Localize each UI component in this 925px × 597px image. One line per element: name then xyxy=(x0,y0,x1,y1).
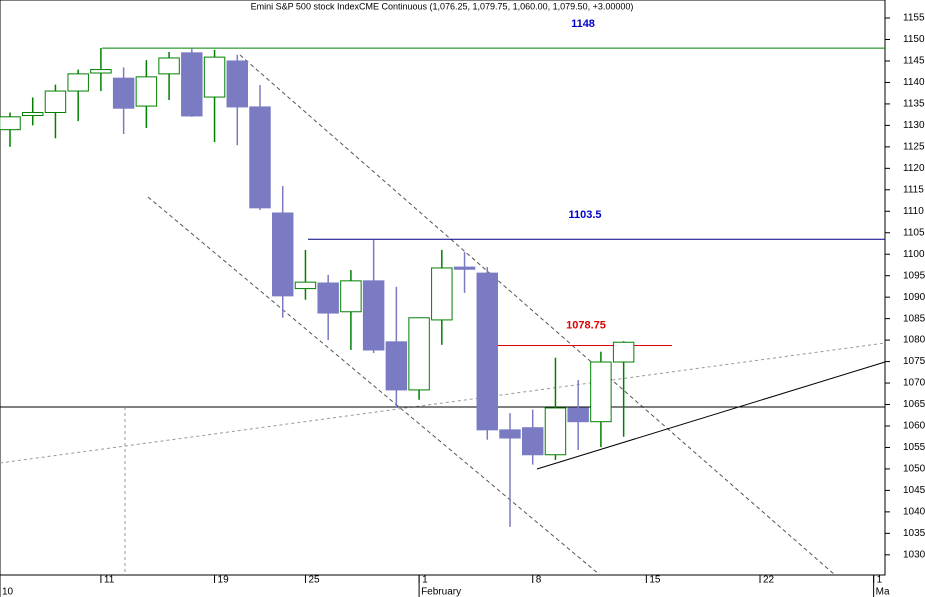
y-tick-label: 1130 xyxy=(903,120,925,131)
candle-body xyxy=(112,77,135,109)
level-label: 1078.75 xyxy=(566,319,606,331)
x-tick-label: 11 xyxy=(104,575,115,586)
candle-body xyxy=(226,60,249,108)
candle-body xyxy=(453,266,476,270)
candle-body xyxy=(22,112,44,117)
trendline xyxy=(536,361,886,470)
x-tick-label: February xyxy=(421,587,461,597)
candle-body xyxy=(135,76,158,107)
y-tick-label: 1075 xyxy=(903,356,925,367)
y-tick-label: 1095 xyxy=(903,270,925,281)
x-tick-label: 19 xyxy=(218,575,230,586)
y-tick-label: 1125 xyxy=(903,142,925,153)
candle-body xyxy=(522,427,544,456)
y-tick-label: 1105 xyxy=(903,227,925,238)
candle-body xyxy=(203,56,226,98)
y-tick-label: 1035 xyxy=(903,528,925,539)
y-tick-label: 1070 xyxy=(903,378,925,389)
y-tick-label: 1045 xyxy=(903,485,925,496)
x-tick-label: 8 xyxy=(536,575,542,586)
candle-body xyxy=(590,361,612,423)
x-tick-label: Ma xyxy=(876,587,890,597)
trendline xyxy=(239,54,836,576)
y-tick-label: 1040 xyxy=(903,507,925,518)
x-tick-label: 15 xyxy=(649,575,661,586)
candle-body xyxy=(317,282,339,314)
candle-body xyxy=(249,106,271,209)
y-tick-label: 1145 xyxy=(903,56,925,67)
candle-body xyxy=(499,429,521,439)
candle-body xyxy=(90,69,112,74)
y-tick-label: 1030 xyxy=(903,549,925,560)
candle-body xyxy=(294,281,317,290)
candle-body xyxy=(476,272,498,431)
y-tick-label: 1155 xyxy=(903,13,925,24)
candle-body xyxy=(272,212,294,297)
chart-title: Emini S&P 500 stock IndexCME Continuous … xyxy=(251,1,634,11)
y-tick-label: 1150 xyxy=(903,34,925,45)
y-tick-label: 1080 xyxy=(903,335,925,346)
y-tick-label: 1120 xyxy=(903,163,925,174)
x-tick-label: 1 xyxy=(877,575,883,586)
trendline xyxy=(0,342,886,464)
candle-body xyxy=(431,267,453,321)
candle-body xyxy=(544,407,567,456)
y-tick-label: 1110 xyxy=(903,206,924,217)
candle-body xyxy=(340,280,362,313)
y-tick-label: 1055 xyxy=(903,442,925,453)
trendlines xyxy=(0,54,886,576)
y-tick-label: 1100 xyxy=(903,249,925,260)
x-tick-label: 1 xyxy=(422,575,428,586)
y-tick-label: 1140 xyxy=(903,77,925,88)
x-tick-label: 25 xyxy=(308,575,320,586)
candle-body xyxy=(385,341,408,391)
level-label: 1103.5 xyxy=(568,209,601,221)
level-label: 1148 xyxy=(571,18,595,30)
candle-body xyxy=(612,341,635,363)
x-tick-label: 22 xyxy=(763,575,775,586)
candle-body xyxy=(567,407,589,423)
candle-body xyxy=(408,317,430,391)
trendline xyxy=(147,196,601,576)
candle-body xyxy=(158,57,180,75)
candle-body xyxy=(0,116,21,131)
y-tick-label: 1115 xyxy=(903,184,924,195)
y-tick-label: 1050 xyxy=(903,464,925,475)
candle-body xyxy=(44,90,67,114)
y-tick-label: 1135 xyxy=(903,99,925,110)
y-tick-label: 1060 xyxy=(903,421,925,432)
x-tick-label: 10 xyxy=(2,587,14,597)
candle-body xyxy=(362,280,385,351)
y-tick-label: 1085 xyxy=(903,313,925,324)
candle-body xyxy=(67,73,89,92)
y-tick-label: 1065 xyxy=(903,399,925,410)
candle-body xyxy=(181,52,203,117)
y-tick-label: 1090 xyxy=(903,292,925,303)
